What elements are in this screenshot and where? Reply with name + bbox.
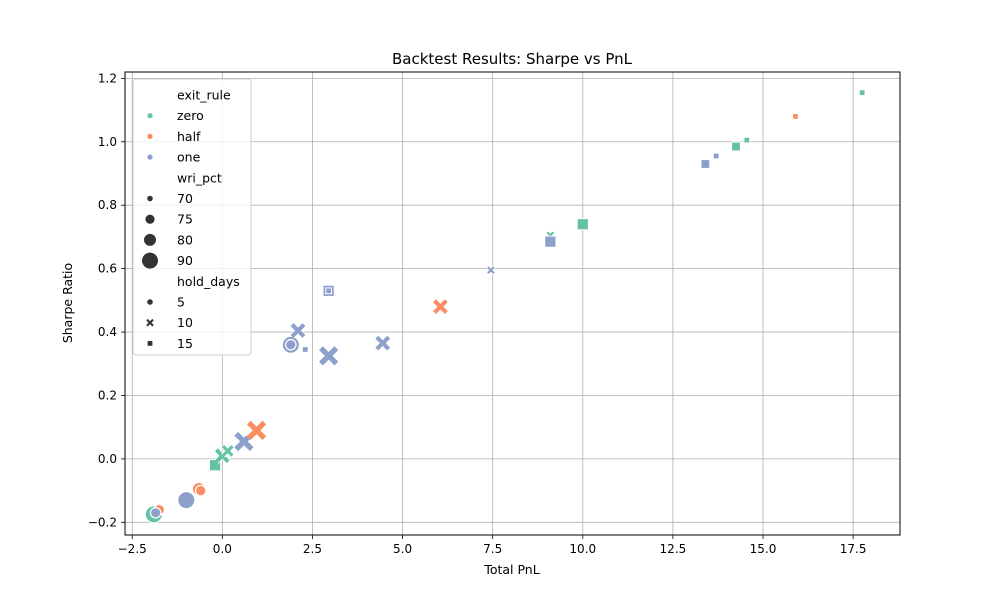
data-point: [792, 113, 799, 120]
legend-style-label: 10: [177, 315, 193, 330]
data-point: [149, 507, 162, 519]
legend-hue-marker: [146, 153, 154, 161]
data-point: [289, 322, 307, 339]
x-tick-label: 12.5: [660, 542, 687, 556]
y-tick-label: 0.6: [98, 262, 117, 276]
x-tick-label: −2.5: [118, 542, 147, 556]
data-point: [177, 490, 196, 510]
x-tick-label: 7.5: [483, 542, 502, 556]
legend-size-label: 70: [177, 191, 193, 206]
y-axis-label: Sharpe Ratio: [60, 263, 75, 343]
legend-size-marker: [142, 232, 158, 248]
x-tick-label: 5.0: [393, 542, 412, 556]
data-point: [432, 298, 449, 315]
data-point: [486, 265, 496, 275]
x-tick-label: 15.0: [750, 542, 777, 556]
legend-size-label: 80: [177, 232, 193, 247]
data-point: [712, 152, 720, 160]
y-tick-label: 0.4: [98, 325, 117, 339]
y-tick-label: 0.2: [98, 388, 117, 402]
data-point: [301, 346, 309, 353]
grid-lines: [125, 72, 900, 535]
data-point: [318, 345, 339, 367]
data-points: [144, 89, 866, 524]
axis-ticks: −2.5 0.0 2.5 5.0 7.5 10.0 12.5 15.0 17.5 −0.2 0.0 0…: [88, 71, 867, 556]
data-point: [374, 335, 391, 352]
legend-style-label: 5: [177, 295, 185, 310]
legend-size-title: wri_pct: [177, 170, 222, 185]
legend-style-marker: [146, 298, 155, 307]
x-tick-label: 0.0: [213, 542, 232, 556]
data-point: [700, 159, 711, 169]
data-point: [731, 141, 741, 152]
data-point: [246, 420, 267, 441]
legend-hue-marker: [146, 132, 154, 141]
legend-style-label: 15: [177, 336, 193, 351]
x-tick-label: 2.5: [303, 542, 322, 556]
legend-size-label: 90: [177, 253, 193, 268]
data-point: [325, 287, 333, 295]
x-tick-label: 10.0: [569, 542, 596, 556]
data-point: [576, 218, 589, 231]
legend-hue-label: half: [177, 129, 201, 144]
legend-size-marker: [146, 194, 155, 203]
legend-hue-label: one: [177, 150, 201, 165]
x-tick-label: 17.5: [840, 542, 867, 556]
legend-hue-title: exit_rule: [177, 88, 231, 103]
data-point: [544, 235, 557, 248]
data-point: [194, 484, 207, 497]
data-point: [221, 444, 235, 458]
y-tick-label: 1.0: [98, 135, 117, 149]
data-point: [743, 136, 751, 144]
legend-size-marker: [144, 213, 156, 225]
legend-hue-marker: [146, 111, 154, 120]
y-tick-label: 0.8: [98, 198, 117, 212]
y-tick-label: 1.2: [98, 71, 117, 85]
y-tick-label: 0.0: [98, 452, 117, 466]
legend-size-label: 75: [177, 212, 193, 227]
plot-frame: [124, 71, 901, 536]
legend-style-marker: [146, 340, 154, 347]
chart-title: Backtest Results: Sharpe vs PnL: [392, 50, 633, 68]
legend-box: [132, 78, 252, 356]
y-tick-label: −0.2: [88, 515, 117, 529]
legend-size-marker: [140, 251, 160, 270]
legend-style-title: hold_days: [177, 274, 240, 289]
data-point: [858, 89, 866, 97]
legend-hue-label: zero: [177, 108, 204, 123]
x-axis-label: Total PnL: [483, 562, 539, 577]
data-point: [285, 338, 297, 351]
legend-style-marker: [145, 318, 155, 328]
